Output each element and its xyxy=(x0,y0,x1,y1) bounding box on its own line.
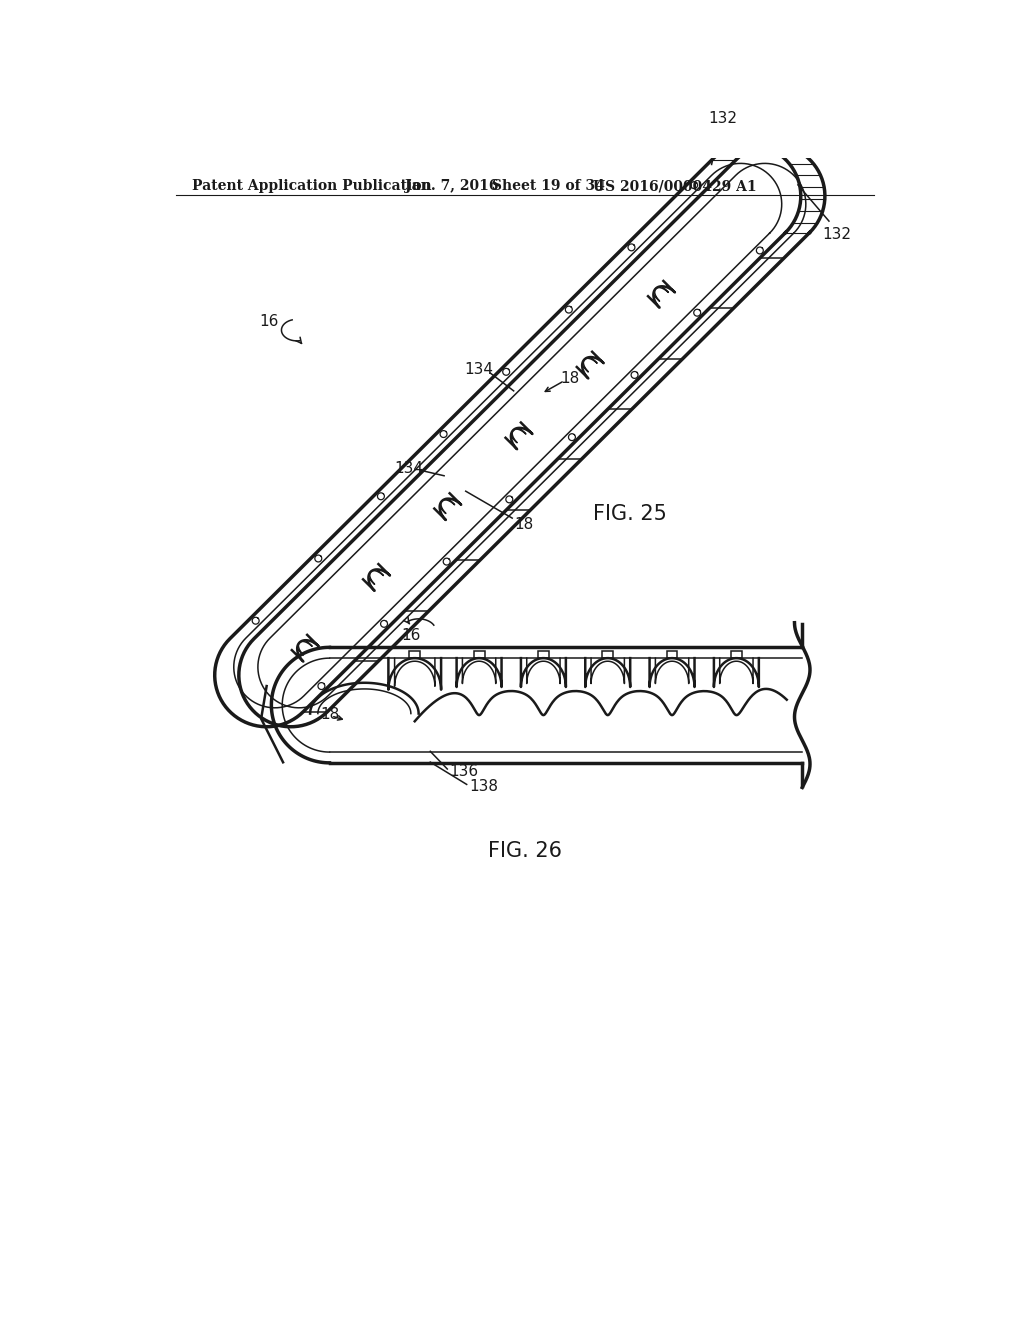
Text: 18: 18 xyxy=(321,706,339,722)
Text: US 2016/0000429 A1: US 2016/0000429 A1 xyxy=(593,180,757,193)
Text: FIG. 25: FIG. 25 xyxy=(593,504,668,524)
Bar xyxy=(602,651,613,659)
Text: Jan. 7, 2016: Jan. 7, 2016 xyxy=(406,180,499,193)
Bar xyxy=(410,651,420,659)
Text: 132: 132 xyxy=(822,227,851,243)
Bar xyxy=(667,651,678,659)
Text: 16: 16 xyxy=(401,628,421,643)
Text: 18: 18 xyxy=(560,371,580,385)
Text: 136: 136 xyxy=(450,764,479,779)
Text: Sheet 19 of 34: Sheet 19 of 34 xyxy=(493,180,605,193)
Text: 132: 132 xyxy=(709,111,737,125)
Bar xyxy=(538,651,549,659)
Text: 16: 16 xyxy=(260,314,280,329)
Text: 134: 134 xyxy=(394,461,424,477)
Bar xyxy=(474,651,484,659)
Text: 138: 138 xyxy=(469,779,498,795)
Text: Patent Application Publication: Patent Application Publication xyxy=(191,180,431,193)
Text: FIG. 26: FIG. 26 xyxy=(487,841,562,862)
Bar xyxy=(731,651,741,659)
Text: 134: 134 xyxy=(464,362,494,376)
Text: 18: 18 xyxy=(514,517,534,532)
